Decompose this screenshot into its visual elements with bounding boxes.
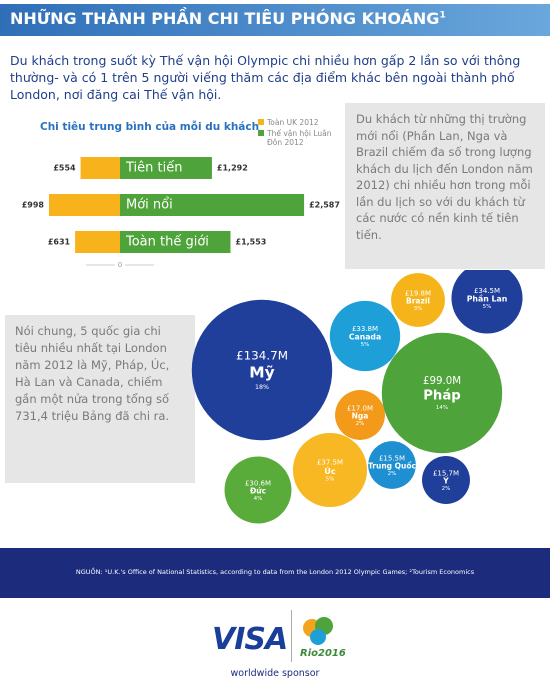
title-text: NHỮNG THÀNH PHẦN CHI TIÊU PHÓNG KHOÁNG [10, 9, 440, 28]
bubble-value: £33.8M [352, 325, 378, 333]
value-label: £631 [48, 238, 71, 247]
value-label: £998 [22, 201, 45, 210]
bubble-name: Phần Lan [467, 295, 508, 304]
bubble [391, 273, 445, 327]
bar-title: Chi tiêu trung bình của mỗi du khách [40, 121, 260, 133]
legend-item: Toàn UK 2012 [258, 118, 340, 127]
bubble-name: Canada [349, 333, 381, 342]
bar [48, 194, 120, 216]
category-label: Toàn thế giới [125, 235, 209, 250]
partner-logo: Rio2016 [300, 648, 346, 659]
bubble-share: 2% [388, 471, 397, 477]
bar [75, 231, 120, 253]
title-note: 1 [439, 10, 446, 21]
legend-item: Thế vận hội Luân Đôn 2012 [258, 129, 340, 147]
bubble-name: Ý [442, 477, 449, 486]
value-label: £554 [53, 164, 76, 173]
value-label: £2,587 [309, 201, 340, 210]
bubble-chart: £134.7MMỹ18%£33.8MCanada5%£19.8MBrazil3%… [191, 270, 523, 524]
bubble-share: 2% [356, 421, 365, 427]
bubble-name: Úc [324, 465, 336, 476]
bubble [422, 456, 470, 504]
bubble-name: Pháp [423, 388, 461, 404]
bubble-share: 2% [442, 486, 451, 492]
rio-emblem [303, 617, 333, 645]
bubble-value: £15.5M [379, 454, 405, 462]
tick-bg [115, 260, 125, 270]
bar-chart: £554 £1,292 Tiên tiến £998 £2,587 Mới nổi £631… [22, 157, 340, 270]
side-note: Du khách từ những thị trường mới nổi (Ph… [345, 103, 545, 269]
bar [80, 157, 120, 179]
bar [120, 231, 231, 253]
bubble [292, 432, 368, 508]
header-band [0, 4, 550, 36]
tagline: worldwide sponsor [230, 668, 320, 679]
legend-swatch [258, 130, 264, 136]
bubble-name: Mỹ [249, 364, 274, 382]
emblem-shape [310, 629, 326, 645]
bubble-share: 5% [361, 342, 370, 348]
source: NGUỒN: ¹U.K.'s Office of National Statis… [75, 568, 475, 576]
bubble-value: £34.5M [474, 287, 500, 295]
bubble [381, 332, 503, 454]
bubble-share: 3% [414, 306, 423, 312]
bubble [224, 456, 292, 524]
bubble [368, 441, 416, 489]
bubble-value: £134.7M [236, 349, 288, 363]
category-label: Mới nổi [126, 198, 173, 213]
bubble [329, 300, 401, 372]
legend-label: Toàn UK 2012 [267, 118, 319, 127]
value-label: £1,553 [236, 238, 267, 247]
category-label: Tiên tiến [125, 161, 182, 176]
bubble-name: Nga [352, 412, 369, 421]
bubble-share: 5% [483, 304, 492, 310]
legend: Toàn UK 2012 Thế vận hội Luân Đôn 2012 [258, 118, 340, 149]
bubble [451, 270, 523, 334]
bubble-name: Đức [250, 487, 266, 496]
bubble [335, 390, 385, 440]
bubble-value: £37.5M [317, 459, 343, 467]
bubble-value: £17.0M [347, 404, 373, 412]
value-label: £1,292 [217, 164, 248, 173]
bubble-value: £30.6M [245, 479, 271, 487]
bubble [191, 299, 333, 441]
bar [120, 157, 212, 179]
bubble-share: 14% [436, 405, 448, 411]
bubble-value: £19.8M [405, 289, 431, 297]
bubble-share: 5% [326, 476, 335, 482]
bubble-value: £15.7M [433, 469, 459, 477]
brand-logo: VISA [212, 622, 288, 657]
legend-label: Thế vận hội Luân Đôn 2012 [267, 129, 332, 147]
bubble-share: 4% [254, 496, 263, 502]
x-tick-label: 0 [118, 261, 122, 269]
left-note: Nói chung, 5 quốc gia chi tiêu nhiều nhấ… [5, 315, 195, 483]
legend-swatch [258, 119, 264, 125]
bar [120, 194, 305, 216]
bubble-value: £99.0M [423, 376, 461, 387]
intro: Du khách trong suốt kỳ Thế vận hội Olymp… [10, 53, 521, 102]
logo-divider [291, 610, 292, 662]
footer-band [0, 548, 550, 598]
header-title: NHỮNG THÀNH PHẦN CHI TIÊU PHÓNG KHOÁNG1 [10, 9, 446, 28]
bubble-name: Brazil [406, 297, 430, 306]
bubble-share: 18% [255, 384, 269, 391]
bubble-name: Trung Quốc [368, 462, 416, 471]
